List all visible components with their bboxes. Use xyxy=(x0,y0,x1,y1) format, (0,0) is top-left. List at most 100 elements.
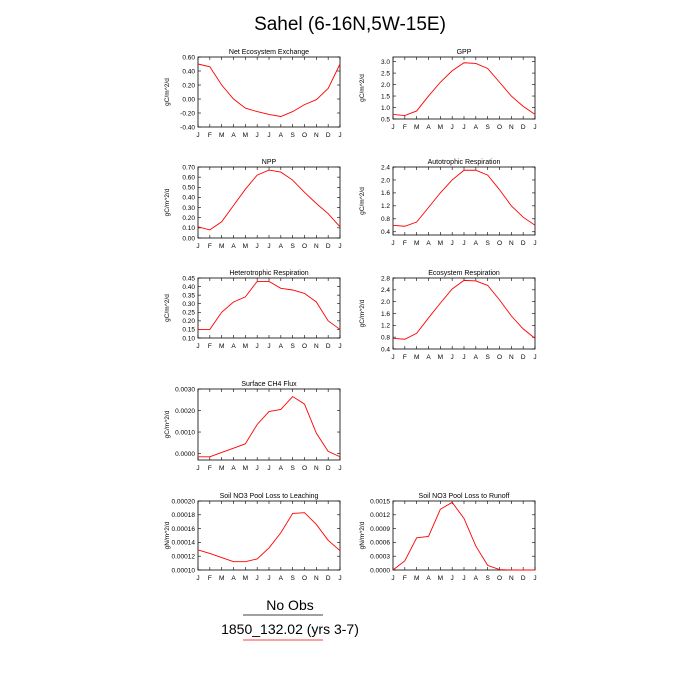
legend-label-model: 1850_132.02 (yrs 3-7) xyxy=(221,621,359,637)
x-tick-label: O xyxy=(302,465,307,472)
x-tick-label: M xyxy=(243,465,248,472)
x-tick-label: M xyxy=(243,575,248,582)
x-tick-label: D xyxy=(326,243,331,250)
panel-title: Soil NO3 Pool Loss to Leaching xyxy=(220,493,319,500)
x-tick-label: F xyxy=(208,465,212,472)
x-tick-label: N xyxy=(509,124,514,131)
x-tick-label: M xyxy=(219,465,224,472)
y-tick-label: 0.00 xyxy=(182,96,195,103)
x-tick-label: A xyxy=(426,124,431,131)
y-tick-label: 0.10 xyxy=(182,225,195,232)
x-tick-label: F xyxy=(403,240,407,247)
x-tick-label: S xyxy=(290,575,295,582)
x-tick-label: J xyxy=(462,124,465,131)
x-tick-label: J xyxy=(338,132,341,139)
x-tick-label: A xyxy=(426,575,431,582)
y-tick-label: 0.10 xyxy=(182,335,195,342)
series-line xyxy=(197,169,341,231)
y-tick-label: 0.25 xyxy=(182,310,195,317)
x-tick-label: A xyxy=(474,124,479,131)
y-tick-label: 0.30 xyxy=(182,205,195,212)
x-tick-label: M xyxy=(414,354,419,361)
x-tick-label: J xyxy=(533,124,536,131)
x-tick-label: N xyxy=(314,575,319,582)
x-tick-label: S xyxy=(290,132,295,139)
x-tick-label: J xyxy=(533,354,536,361)
series-line xyxy=(392,279,536,340)
y-tick-label: 2.8 xyxy=(381,275,390,282)
y-tick-label: 0.45 xyxy=(182,275,195,282)
plot-frame xyxy=(197,388,341,461)
x-tick-label: O xyxy=(302,132,307,139)
x-tick-label: J xyxy=(451,240,454,247)
x-tick-label: O xyxy=(302,243,307,250)
x-tick-label: D xyxy=(521,575,526,582)
series-line xyxy=(392,169,536,227)
x-tick-label: A xyxy=(231,465,236,472)
x-tick-label: S xyxy=(290,465,295,472)
x-tick-label: O xyxy=(497,575,502,582)
x-tick-label: F xyxy=(403,575,407,582)
y-tick-label: 1.2 xyxy=(381,203,390,210)
x-tick-label: J xyxy=(533,240,536,247)
y-tick-label: 2.5 xyxy=(381,70,390,77)
y-tick-label: 0.20 xyxy=(182,215,195,222)
plot-frame xyxy=(197,56,341,128)
x-tick-label: J xyxy=(196,243,199,250)
y-tick-label: 0.00020 xyxy=(172,498,196,505)
legend-label-no-obs: No Obs xyxy=(266,597,313,613)
x-tick-label: J xyxy=(462,575,465,582)
panel-title: NPP xyxy=(262,159,277,166)
x-tick-label: J xyxy=(196,343,199,350)
y-tick-label: 0.20 xyxy=(182,82,195,89)
x-tick-label: M xyxy=(438,240,443,247)
panel-title: Ecosystem Respiration xyxy=(428,270,500,277)
y-tick-label: 0.00010 xyxy=(172,567,196,574)
x-tick-label: J xyxy=(196,465,199,472)
x-tick-label: M xyxy=(219,243,224,250)
x-tick-label: J xyxy=(256,343,259,350)
y-axis-label: gC/m^2/d xyxy=(359,187,366,215)
y-tick-label: 0.8 xyxy=(381,334,390,341)
y-tick-label: -0.20 xyxy=(180,110,195,117)
y-tick-label: 1.5 xyxy=(381,93,390,100)
y-tick-label: 0.4 xyxy=(381,229,390,236)
x-tick-label: J xyxy=(338,575,341,582)
series-line xyxy=(198,395,341,458)
panel-title: Surface CH4 Flux xyxy=(241,381,297,388)
series-line xyxy=(197,63,341,117)
x-tick-label: F xyxy=(208,343,212,350)
y-tick-label: 3.0 xyxy=(381,59,390,66)
y-axis-label: gC/m^2/d xyxy=(359,299,366,327)
y-tick-label: 0.40 xyxy=(182,68,195,75)
series-line xyxy=(198,280,341,330)
x-tick-label: J xyxy=(267,575,270,582)
panel-title: Heterotrophic Respiration xyxy=(229,270,308,277)
x-tick-label: O xyxy=(497,240,502,247)
x-tick-label: N xyxy=(509,240,514,247)
panel-title: Net Ecosystem Exchange xyxy=(229,49,309,56)
y-tick-label: 0.0009 xyxy=(370,526,390,533)
y-axis-label: gN/m^2/d xyxy=(359,521,366,549)
plot-frame xyxy=(197,166,341,239)
x-tick-label: A xyxy=(474,354,479,361)
x-tick-label: A xyxy=(279,132,284,139)
y-tick-label: 2.4 xyxy=(381,164,390,171)
x-tick-label: A xyxy=(231,575,236,582)
y-tick-label: 1.6 xyxy=(381,190,390,197)
y-tick-label: 0.5 xyxy=(381,116,390,123)
y-tick-label: 2.0 xyxy=(381,82,390,89)
y-tick-label: 0.40 xyxy=(182,195,195,202)
y-axis-label: gN/m^2/d xyxy=(164,521,171,549)
x-tick-label: N xyxy=(314,243,319,250)
x-tick-label: J xyxy=(267,132,270,139)
y-tick-label: 0.0003 xyxy=(370,554,390,561)
y-tick-label: 0.60 xyxy=(182,54,195,61)
y-tick-label: 0.35 xyxy=(182,292,195,299)
y-tick-label: 2.4 xyxy=(381,287,390,294)
